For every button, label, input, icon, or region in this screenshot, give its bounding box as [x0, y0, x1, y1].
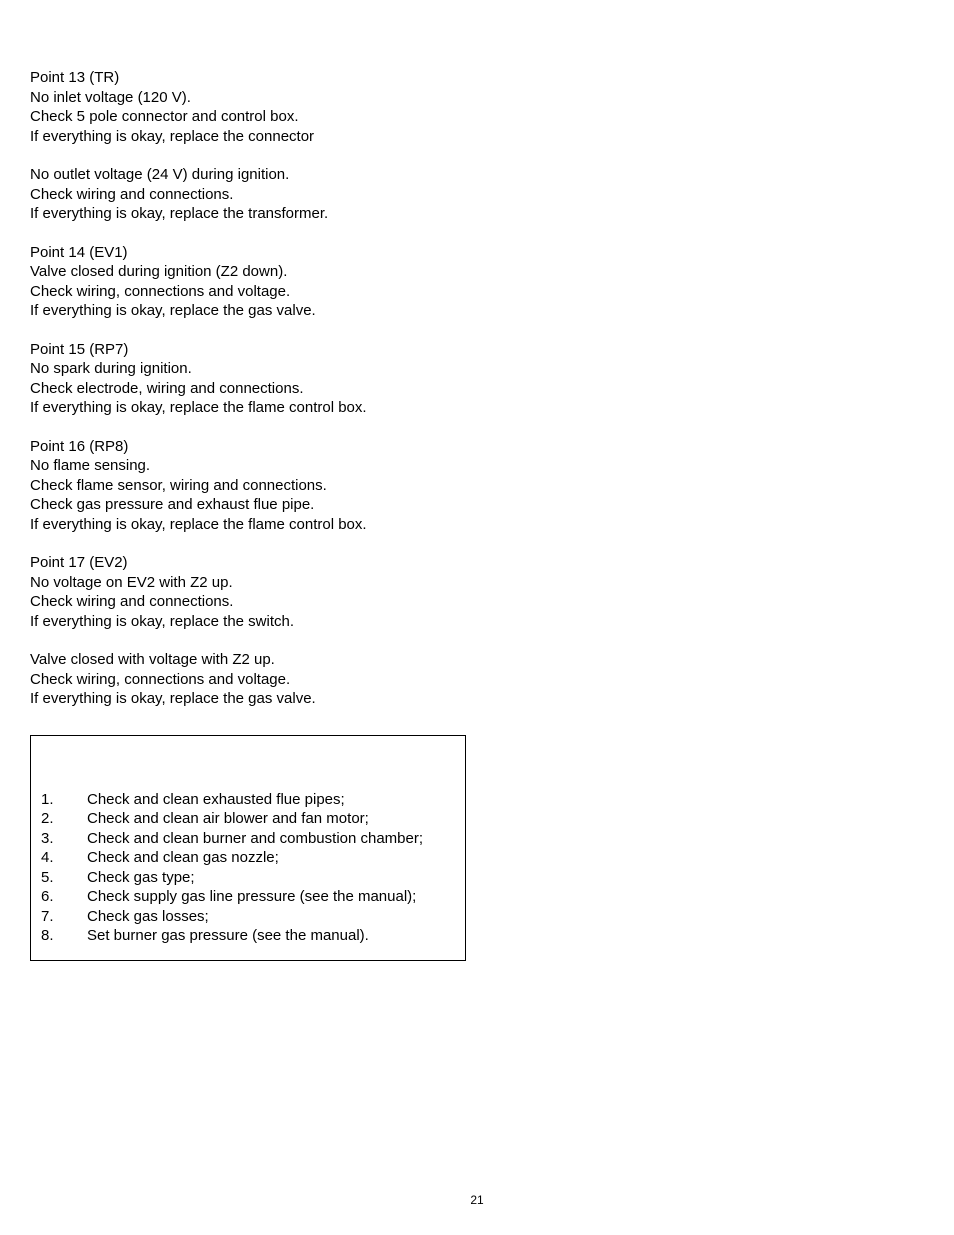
text-line: Point 15 (RP7): [30, 340, 924, 360]
list-text: Check supply gas line pressure (see the …: [87, 887, 455, 907]
list-number: 5.: [41, 868, 87, 888]
text-line: If everything is okay, replace the switc…: [30, 612, 924, 632]
text-line: If everything is okay, replace the flame…: [30, 398, 924, 418]
paragraph-point-16: Point 16 (RP8) No flame sensing. Check f…: [30, 437, 924, 535]
list-item: 1. Check and clean exhausted flue pipes;: [41, 790, 455, 810]
list-text: Check and clean air blower and fan motor…: [87, 809, 455, 829]
text-line: No voltage on EV2 with Z2 up.: [30, 573, 924, 593]
paragraph-point-14: Point 14 (EV1) Valve closed during ignit…: [30, 243, 924, 321]
text-line: No outlet voltage (24 V) during ignition…: [30, 165, 924, 185]
text-line: Check electrode, wiring and connections.: [30, 379, 924, 399]
list-item: 2. Check and clean air blower and fan mo…: [41, 809, 455, 829]
list-number: 3.: [41, 829, 87, 849]
text-line: Point 16 (RP8): [30, 437, 924, 457]
list-number: 2.: [41, 809, 87, 829]
paragraph-point-17b: Valve closed with voltage with Z2 up. Ch…: [30, 650, 924, 709]
list-number: 8.: [41, 926, 87, 946]
text-line: Valve closed during ignition (Z2 down).: [30, 262, 924, 282]
text-line: If everything is okay, replace the trans…: [30, 204, 924, 224]
text-line: If everything is okay, replace the flame…: [30, 515, 924, 535]
checklist-box: 1. Check and clean exhausted flue pipes;…: [30, 735, 466, 961]
text-line: Check wiring and connections.: [30, 592, 924, 612]
list-item: 8. Set burner gas pressure (see the manu…: [41, 926, 455, 946]
paragraph-point-13b: No outlet voltage (24 V) during ignition…: [30, 165, 924, 224]
text-line: Point 13 (TR): [30, 68, 924, 88]
document-body: Point 13 (TR) No inlet voltage (120 V). …: [30, 68, 924, 961]
text-line: Check wiring and connections.: [30, 185, 924, 205]
list-item: 3. Check and clean burner and combustion…: [41, 829, 455, 849]
text-line: If everything is okay, replace the gas v…: [30, 689, 924, 709]
text-line: Check wiring, connections and voltage.: [30, 670, 924, 690]
list-item: 6. Check supply gas line pressure (see t…: [41, 887, 455, 907]
page-number: 21: [0, 1193, 954, 1207]
list-text: Check and clean burner and combustion ch…: [87, 829, 455, 849]
text-line: Valve closed with voltage with Z2 up.: [30, 650, 924, 670]
text-line: Check wiring, connections and voltage.: [30, 282, 924, 302]
text-line: Point 14 (EV1): [30, 243, 924, 263]
text-line: No flame sensing.: [30, 456, 924, 476]
list-number: 6.: [41, 887, 87, 907]
list-number: 7.: [41, 907, 87, 927]
list-number: 1.: [41, 790, 87, 810]
list-item: 7. Check gas losses;: [41, 907, 455, 927]
text-line: If everything is okay, replace the conne…: [30, 127, 924, 147]
text-line: Point 17 (EV2): [30, 553, 924, 573]
list-text: Set burner gas pressure (see the manual)…: [87, 926, 455, 946]
text-line: No spark during ignition.: [30, 359, 924, 379]
list-text: Check and clean gas nozzle;: [87, 848, 455, 868]
list-number: 4.: [41, 848, 87, 868]
list-item: 4. Check and clean gas nozzle;: [41, 848, 455, 868]
text-line: No inlet voltage (120 V).: [30, 88, 924, 108]
paragraph-point-17a: Point 17 (EV2) No voltage on EV2 with Z2…: [30, 553, 924, 631]
text-line: Check 5 pole connector and control box.: [30, 107, 924, 127]
text-line: Check gas pressure and exhaust flue pipe…: [30, 495, 924, 515]
text-line: Check flame sensor, wiring and connectio…: [30, 476, 924, 496]
paragraph-point-13a: Point 13 (TR) No inlet voltage (120 V). …: [30, 68, 924, 146]
list-text: Check and clean exhausted flue pipes;: [87, 790, 455, 810]
list-item: 5. Check gas type;: [41, 868, 455, 888]
text-line: If everything is okay, replace the gas v…: [30, 301, 924, 321]
list-text: Check gas losses;: [87, 907, 455, 927]
list-text: Check gas type;: [87, 868, 455, 888]
paragraph-point-15: Point 15 (RP7) No spark during ignition.…: [30, 340, 924, 418]
